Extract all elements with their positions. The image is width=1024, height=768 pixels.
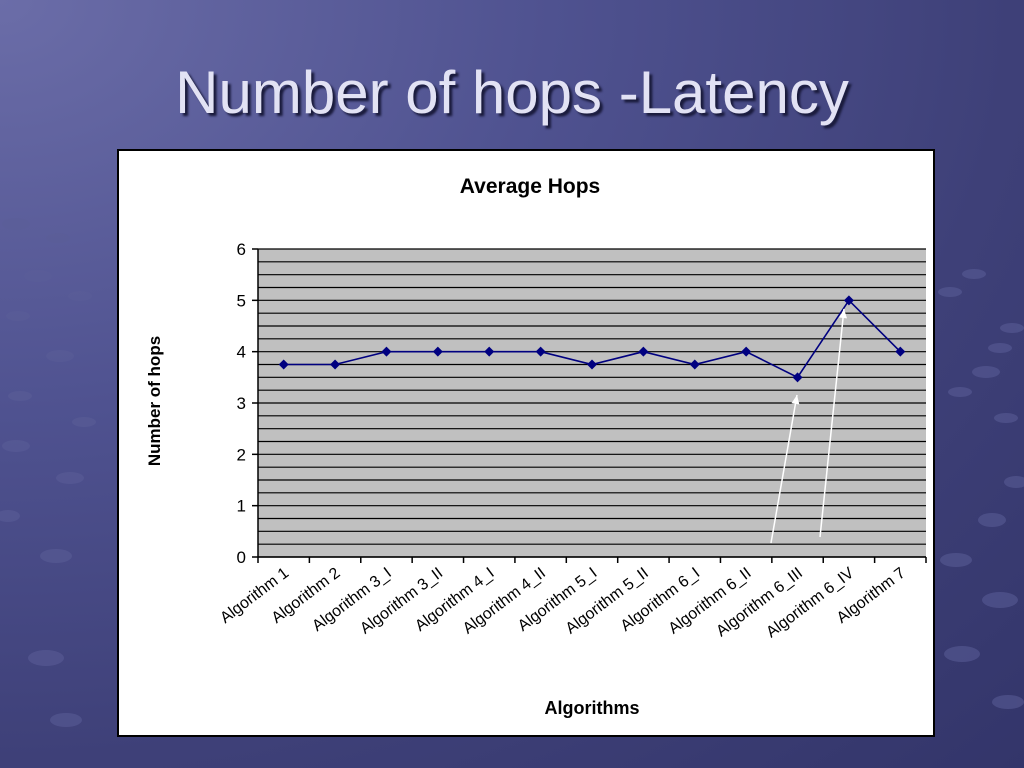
y-tick-label: 1 xyxy=(237,497,246,516)
data-point xyxy=(587,359,597,370)
y-axis-label: Number of hops xyxy=(145,336,164,466)
data-point xyxy=(381,346,392,357)
annotation-arrow xyxy=(819,308,845,538)
x-axis-label: Algorithms xyxy=(544,698,639,718)
x-tick-label: Algorithm 6_III xyxy=(713,565,806,641)
y-tick-label: 2 xyxy=(237,445,246,464)
annotation-arrow xyxy=(770,394,798,544)
data-point xyxy=(792,372,803,383)
annotation-arrowhead xyxy=(839,309,848,319)
data-point xyxy=(535,346,546,357)
chart-frame: Average Hops Number of hops Algorithms 0… xyxy=(117,149,935,737)
data-point xyxy=(638,346,649,357)
line-chart: Average Hops Number of hops Algorithms 0… xyxy=(145,175,927,718)
annotation-arrowhead xyxy=(791,395,800,405)
y-tick-label: 0 xyxy=(237,548,246,567)
y-tick-label: 5 xyxy=(237,291,246,310)
chart-title: Average Hops xyxy=(460,175,600,198)
data-point xyxy=(689,359,700,370)
data-point xyxy=(330,359,341,370)
data-point xyxy=(741,346,752,357)
data-point xyxy=(278,359,289,370)
data-point xyxy=(432,346,443,357)
y-tick-label: 6 xyxy=(237,240,246,259)
x-tick-label: Algorithm 6_IV xyxy=(763,564,857,641)
y-tick-label: 4 xyxy=(237,343,246,362)
y-tick-label: 3 xyxy=(237,394,246,413)
slide-title: Number of hops -Latency xyxy=(175,59,849,126)
data-point xyxy=(895,346,906,357)
data-point xyxy=(843,295,854,306)
data-point xyxy=(484,346,495,357)
